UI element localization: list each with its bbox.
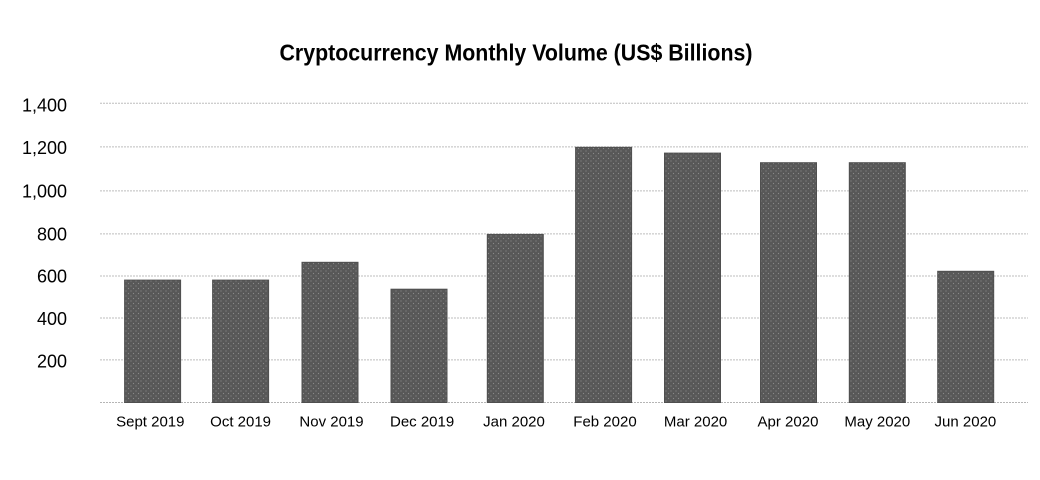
svg-text:Nov 2019: Nov 2019 bbox=[299, 414, 363, 431]
svg-text:Cryptocurrency Monthly Volume: Cryptocurrency Monthly Volume (US$ Billi… bbox=[280, 40, 753, 66]
svg-text:1,400: 1,400 bbox=[22, 96, 67, 116]
svg-text:Dec 2019: Dec 2019 bbox=[390, 414, 454, 431]
svg-text:Mar 2020: Mar 2020 bbox=[664, 414, 727, 431]
svg-text:800: 800 bbox=[37, 224, 67, 244]
svg-text:600: 600 bbox=[37, 266, 67, 286]
svg-text:May 2020: May 2020 bbox=[844, 414, 910, 431]
svg-text:Apr 2020: Apr 2020 bbox=[758, 414, 819, 431]
svg-text:Jun 2020: Jun 2020 bbox=[935, 414, 997, 431]
svg-text:400: 400 bbox=[37, 309, 67, 329]
svg-text:1,000: 1,000 bbox=[22, 181, 67, 201]
svg-text:Feb 2020: Feb 2020 bbox=[573, 414, 636, 431]
svg-text:Jan 2020: Jan 2020 bbox=[483, 414, 545, 431]
svg-text:200: 200 bbox=[37, 352, 67, 372]
svg-text:1,200: 1,200 bbox=[22, 138, 67, 158]
svg-text:Sept 2019: Sept 2019 bbox=[116, 414, 184, 431]
svg-text:Oct 2019: Oct 2019 bbox=[210, 414, 271, 431]
